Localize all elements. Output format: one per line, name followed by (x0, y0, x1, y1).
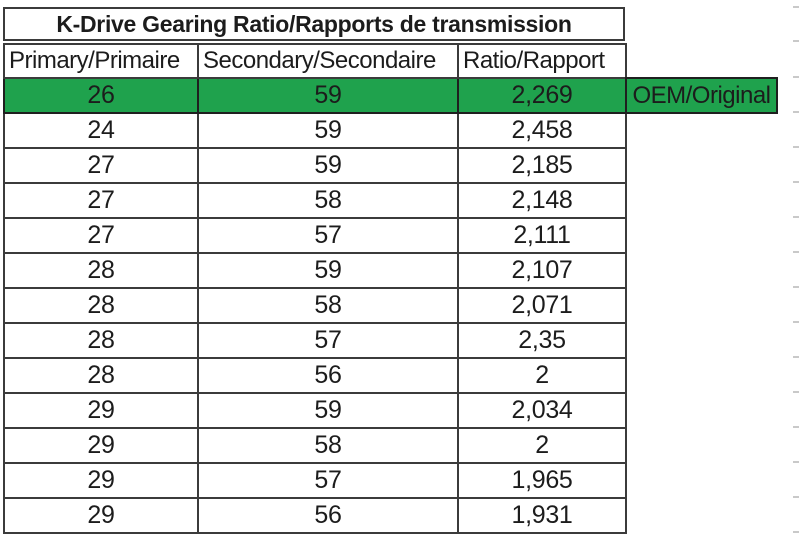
table-row: 28 57 2,35 (3, 322, 627, 359)
primary-cell: 27 (3, 217, 199, 254)
ratio-cell: 2,148 (457, 182, 627, 219)
table-row: 29 57 1,965 (3, 462, 627, 499)
secondary-cell: 57 (197, 462, 459, 499)
primary-cell: 27 (3, 147, 199, 184)
primary-cell: 26 (3, 77, 199, 114)
primary-cell: 29 (3, 427, 199, 464)
faint-gridline-dash (793, 461, 799, 463)
faint-gridline-dash (793, 356, 799, 358)
primary-cell: 28 (3, 357, 199, 394)
table-row: 26 59 2,269 (3, 77, 627, 114)
ratio-cell: 1,931 (457, 497, 627, 534)
faint-gridline-dash (793, 181, 799, 183)
primary-cell: 28 (3, 322, 199, 359)
header-row: Primary/Primaire Secondary/Secondaire Ra… (3, 43, 627, 79)
secondary-cell: 59 (197, 252, 459, 289)
ratio-cell: 1,965 (457, 462, 627, 499)
ratio-cell: 2,034 (457, 392, 627, 429)
secondary-cell: 57 (197, 217, 459, 254)
secondary-cell: 58 (197, 427, 459, 464)
faint-gridline-dash (793, 286, 799, 288)
faint-gridline-dash (793, 496, 799, 498)
secondary-cell: 56 (197, 357, 459, 394)
column-header-ratio: Ratio/Rapport (457, 43, 627, 79)
table-body: 26 59 2,269 24 59 2,458 27 59 2,185 27 5… (3, 77, 627, 534)
faint-gridline-dash (793, 216, 799, 218)
column-header-secondary: Secondary/Secondaire (197, 43, 459, 79)
faint-gridline-dash (793, 251, 799, 253)
table-row: 24 59 2,458 (3, 112, 627, 149)
table-title: K-Drive Gearing Ratio/Rapports de transm… (3, 7, 625, 41)
faint-gridline-dash (793, 321, 799, 323)
ratio-cell: 2 (457, 427, 627, 464)
faint-gridline-dash (793, 111, 799, 113)
primary-cell: 24 (3, 112, 199, 149)
ratio-cell: 2 (457, 357, 627, 394)
faint-gridline-dash (793, 40, 799, 42)
table-row: 27 57 2,111 (3, 217, 627, 254)
table-row: 29 58 2 (3, 427, 627, 464)
secondary-cell: 59 (197, 112, 459, 149)
secondary-cell: 59 (197, 147, 459, 184)
secondary-cell: 59 (197, 77, 459, 114)
table-row: 29 59 2,034 (3, 392, 627, 429)
ratio-cell: 2,185 (457, 147, 627, 184)
oem-original-highlight-cell: OEM/Original (625, 77, 778, 114)
ratio-cell: 2,071 (457, 287, 627, 324)
ratio-cell: 2,269 (457, 77, 627, 114)
primary-cell: 29 (3, 462, 199, 499)
table-row: 28 59 2,107 (3, 252, 627, 289)
gearing-table: Primary/Primaire Secondary/Secondaire Ra… (3, 43, 627, 534)
column-header-primary: Primary/Primaire (3, 43, 199, 79)
primary-cell: 28 (3, 287, 199, 324)
table-row: 28 58 2,071 (3, 287, 627, 324)
ratio-cell: 2,35 (457, 322, 627, 359)
faint-gridline-dash (793, 426, 799, 428)
primary-cell: 27 (3, 182, 199, 219)
faint-gridline-dash (793, 391, 799, 393)
primary-cell: 29 (3, 497, 199, 534)
faint-gridline-dash (793, 146, 799, 148)
faint-gridline-dash (793, 531, 799, 533)
primary-cell: 28 (3, 252, 199, 289)
table-row: 27 59 2,185 (3, 147, 627, 184)
ratio-cell: 2,111 (457, 217, 627, 254)
faint-gridline-dash (793, 76, 799, 78)
primary-cell: 29 (3, 392, 199, 429)
table-row: 27 58 2,148 (3, 182, 627, 219)
table-row: 29 56 1,931 (3, 497, 627, 534)
secondary-cell: 56 (197, 497, 459, 534)
secondary-cell: 58 (197, 182, 459, 219)
secondary-cell: 58 (197, 287, 459, 324)
faint-gridline-dash (793, 6, 799, 8)
table-row: 28 56 2 (3, 357, 627, 394)
ratio-cell: 2,107 (457, 252, 627, 289)
secondary-cell: 59 (197, 392, 459, 429)
ratio-cell: 2,458 (457, 112, 627, 149)
secondary-cell: 57 (197, 322, 459, 359)
